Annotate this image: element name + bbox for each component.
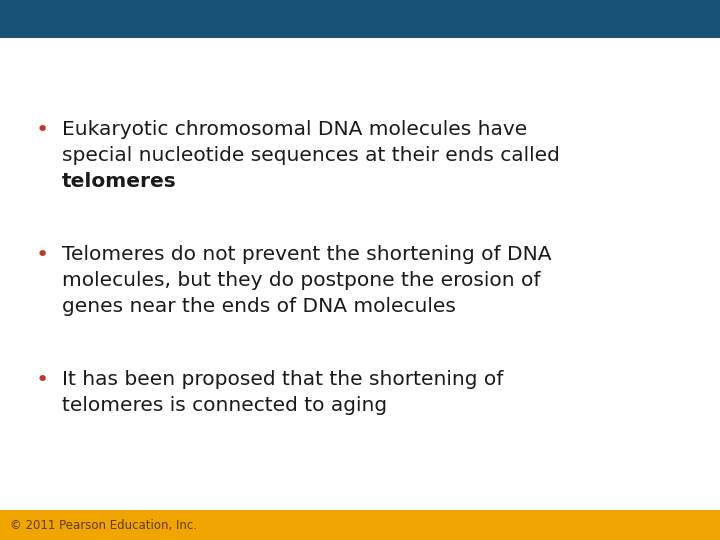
Text: It has been proposed that the shortening of: It has been proposed that the shortening… (62, 370, 503, 389)
Text: genes near the ends of DNA molecules: genes near the ends of DNA molecules (62, 297, 456, 316)
Text: Eukaryotic chromosomal DNA molecules have: Eukaryotic chromosomal DNA molecules hav… (62, 120, 527, 139)
Text: •: • (35, 120, 49, 140)
Bar (0, 510, 720, 540)
Text: © 2011 Pearson Education, Inc.: © 2011 Pearson Education, Inc. (10, 518, 197, 531)
Bar (0, 0, 720, 38)
Text: telomeres: telomeres (62, 172, 176, 191)
Text: •: • (35, 370, 49, 390)
Text: molecules, but they do postpone the erosion of: molecules, but they do postpone the eros… (62, 271, 541, 290)
Text: Telomeres do not prevent the shortening of DNA: Telomeres do not prevent the shortening … (62, 245, 552, 264)
Text: •: • (35, 245, 49, 265)
Text: telomeres is connected to aging: telomeres is connected to aging (62, 396, 387, 415)
Text: special nucleotide sequences at their ends called: special nucleotide sequences at their en… (62, 146, 560, 165)
